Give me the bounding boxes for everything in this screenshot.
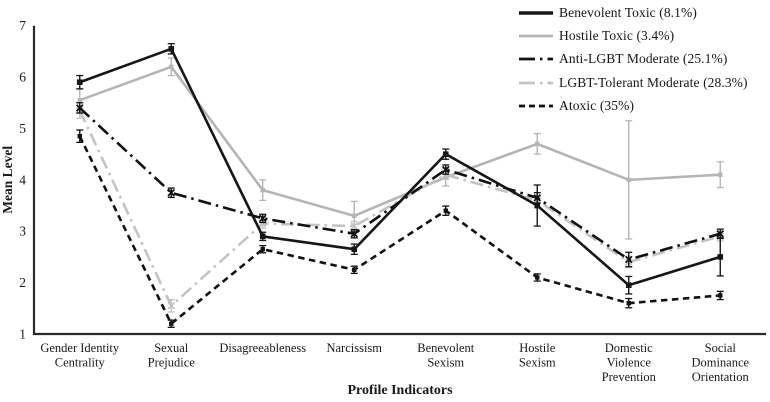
legend-label-anti-lgbt-moderate: Anti-LGBT Moderate (25.1%) [559, 51, 728, 67]
marker-atoxic [352, 267, 357, 272]
marker-benevolent-toxic [168, 46, 175, 52]
x-category-label: Disagreeableness [219, 341, 306, 355]
marker-benevolent-toxic [625, 282, 632, 288]
y-tick-label: 2 [19, 275, 26, 290]
marker-anti-lgbt-moderate [624, 255, 633, 264]
x-category-label: Sexual Prejudice [148, 341, 196, 370]
y-axis-title: Mean Level [0, 146, 15, 214]
marker-anti-lgbt-moderate [167, 188, 176, 197]
axes-lines [32, 25, 766, 336]
legend-line-sample-anti-lgbt-moderate [519, 58, 553, 61]
marker-anti-lgbt-moderate [441, 165, 450, 174]
marker-anti-lgbt-moderate [350, 230, 359, 238]
legend-line-sample-atoxic [519, 104, 553, 108]
marker-benevolent-toxic [351, 246, 358, 253]
marker-atoxic [443, 208, 448, 213]
x-category-label: Narcissism [326, 341, 382, 355]
marker-hostile-toxic [535, 141, 540, 147]
marker-hostile-toxic [718, 172, 723, 177]
series-line-hostile-toxic [79, 65, 721, 218]
marker-hostile-toxic [626, 177, 631, 183]
chart-legend: Benevolent Toxic (8.1%) Hostile Toxic (3.… [519, 1, 748, 118]
y-tick-label: 4 [19, 172, 26, 187]
legend-item-anti-lgbt-moderate: Anti-LGBT Moderate (25.1%) [519, 48, 748, 71]
marker-anti-lgbt-moderate [716, 230, 725, 238]
marker-anti-lgbt-moderate [75, 104, 84, 112]
series-line-lgbt-tolerant-moderate [78, 109, 721, 308]
legend-line-sample-lgbt-tolerant-moderate [519, 81, 553, 85]
marker-atoxic [169, 321, 174, 326]
marker-lgbt-tolerant-moderate [167, 301, 176, 310]
x-category-label: Hostile Sexism [519, 341, 556, 370]
marker-atoxic [77, 133, 82, 139]
x-category-label: Social Dominance Orientation [691, 341, 749, 384]
marker-atoxic [718, 293, 723, 298]
legend-label-benevolent-toxic: Benevolent Toxic (8.1%) [559, 4, 697, 20]
marker-atoxic [260, 247, 265, 252]
marker-atoxic [626, 300, 631, 306]
marker-benevolent-toxic [259, 233, 266, 240]
y-tick-label: 1 [19, 327, 26, 342]
marker-hostile-toxic [260, 187, 265, 193]
marker-hostile-toxic [169, 64, 174, 70]
series-line-atoxic [78, 135, 721, 326]
x-axis-title: Profile Indicators [347, 383, 453, 398]
legend-item-benevolent-toxic: Benevolent Toxic (8.1%) [519, 1, 748, 24]
marker-benevolent-toxic [717, 254, 724, 260]
legend-label-lgbt-tolerant-moderate: LGBT-Tolerant Moderate (28.3%) [559, 74, 748, 90]
x-category-label: Domestic Violence Prevention [602, 341, 657, 384]
legend-item-hostile-toxic: Hostile Toxic (3.4%) [519, 24, 748, 47]
marker-benevolent-toxic [76, 79, 83, 86]
x-category-label: Gender Identity Centrality [40, 341, 120, 370]
marker-anti-lgbt-moderate [258, 214, 267, 223]
marker-hostile-toxic [352, 213, 357, 219]
legend-label-atoxic: Atoxic (35%) [559, 98, 635, 114]
marker-atoxic [535, 275, 540, 280]
legend-item-atoxic: Atoxic (35%) [519, 95, 748, 118]
series-line-anti-lgbt-moderate [78, 106, 721, 261]
marker-hostile-toxic [77, 98, 82, 103]
marker-benevolent-toxic [442, 151, 449, 157]
marker-benevolent-toxic [534, 202, 541, 209]
x-category-label: Benevolent Sexism [417, 341, 474, 370]
y-tick-label: 5 [19, 121, 26, 136]
legend-item-lgbt-tolerant-moderate: LGBT-Tolerant Moderate (28.3%) [519, 71, 748, 94]
legend-label-hostile-toxic: Hostile Toxic (3.4%) [559, 28, 675, 44]
series-line-benevolent-toxic [79, 47, 721, 287]
y-tick-label: 7 [19, 18, 26, 33]
marker-lgbt-tolerant-moderate [350, 222, 359, 230]
legend-line-sample-hostile-toxic [519, 34, 553, 38]
y-tick-label: 6 [19, 70, 26, 85]
legend-line-sample-benevolent-toxic [519, 10, 553, 15]
y-tick-label: 3 [19, 224, 26, 239]
